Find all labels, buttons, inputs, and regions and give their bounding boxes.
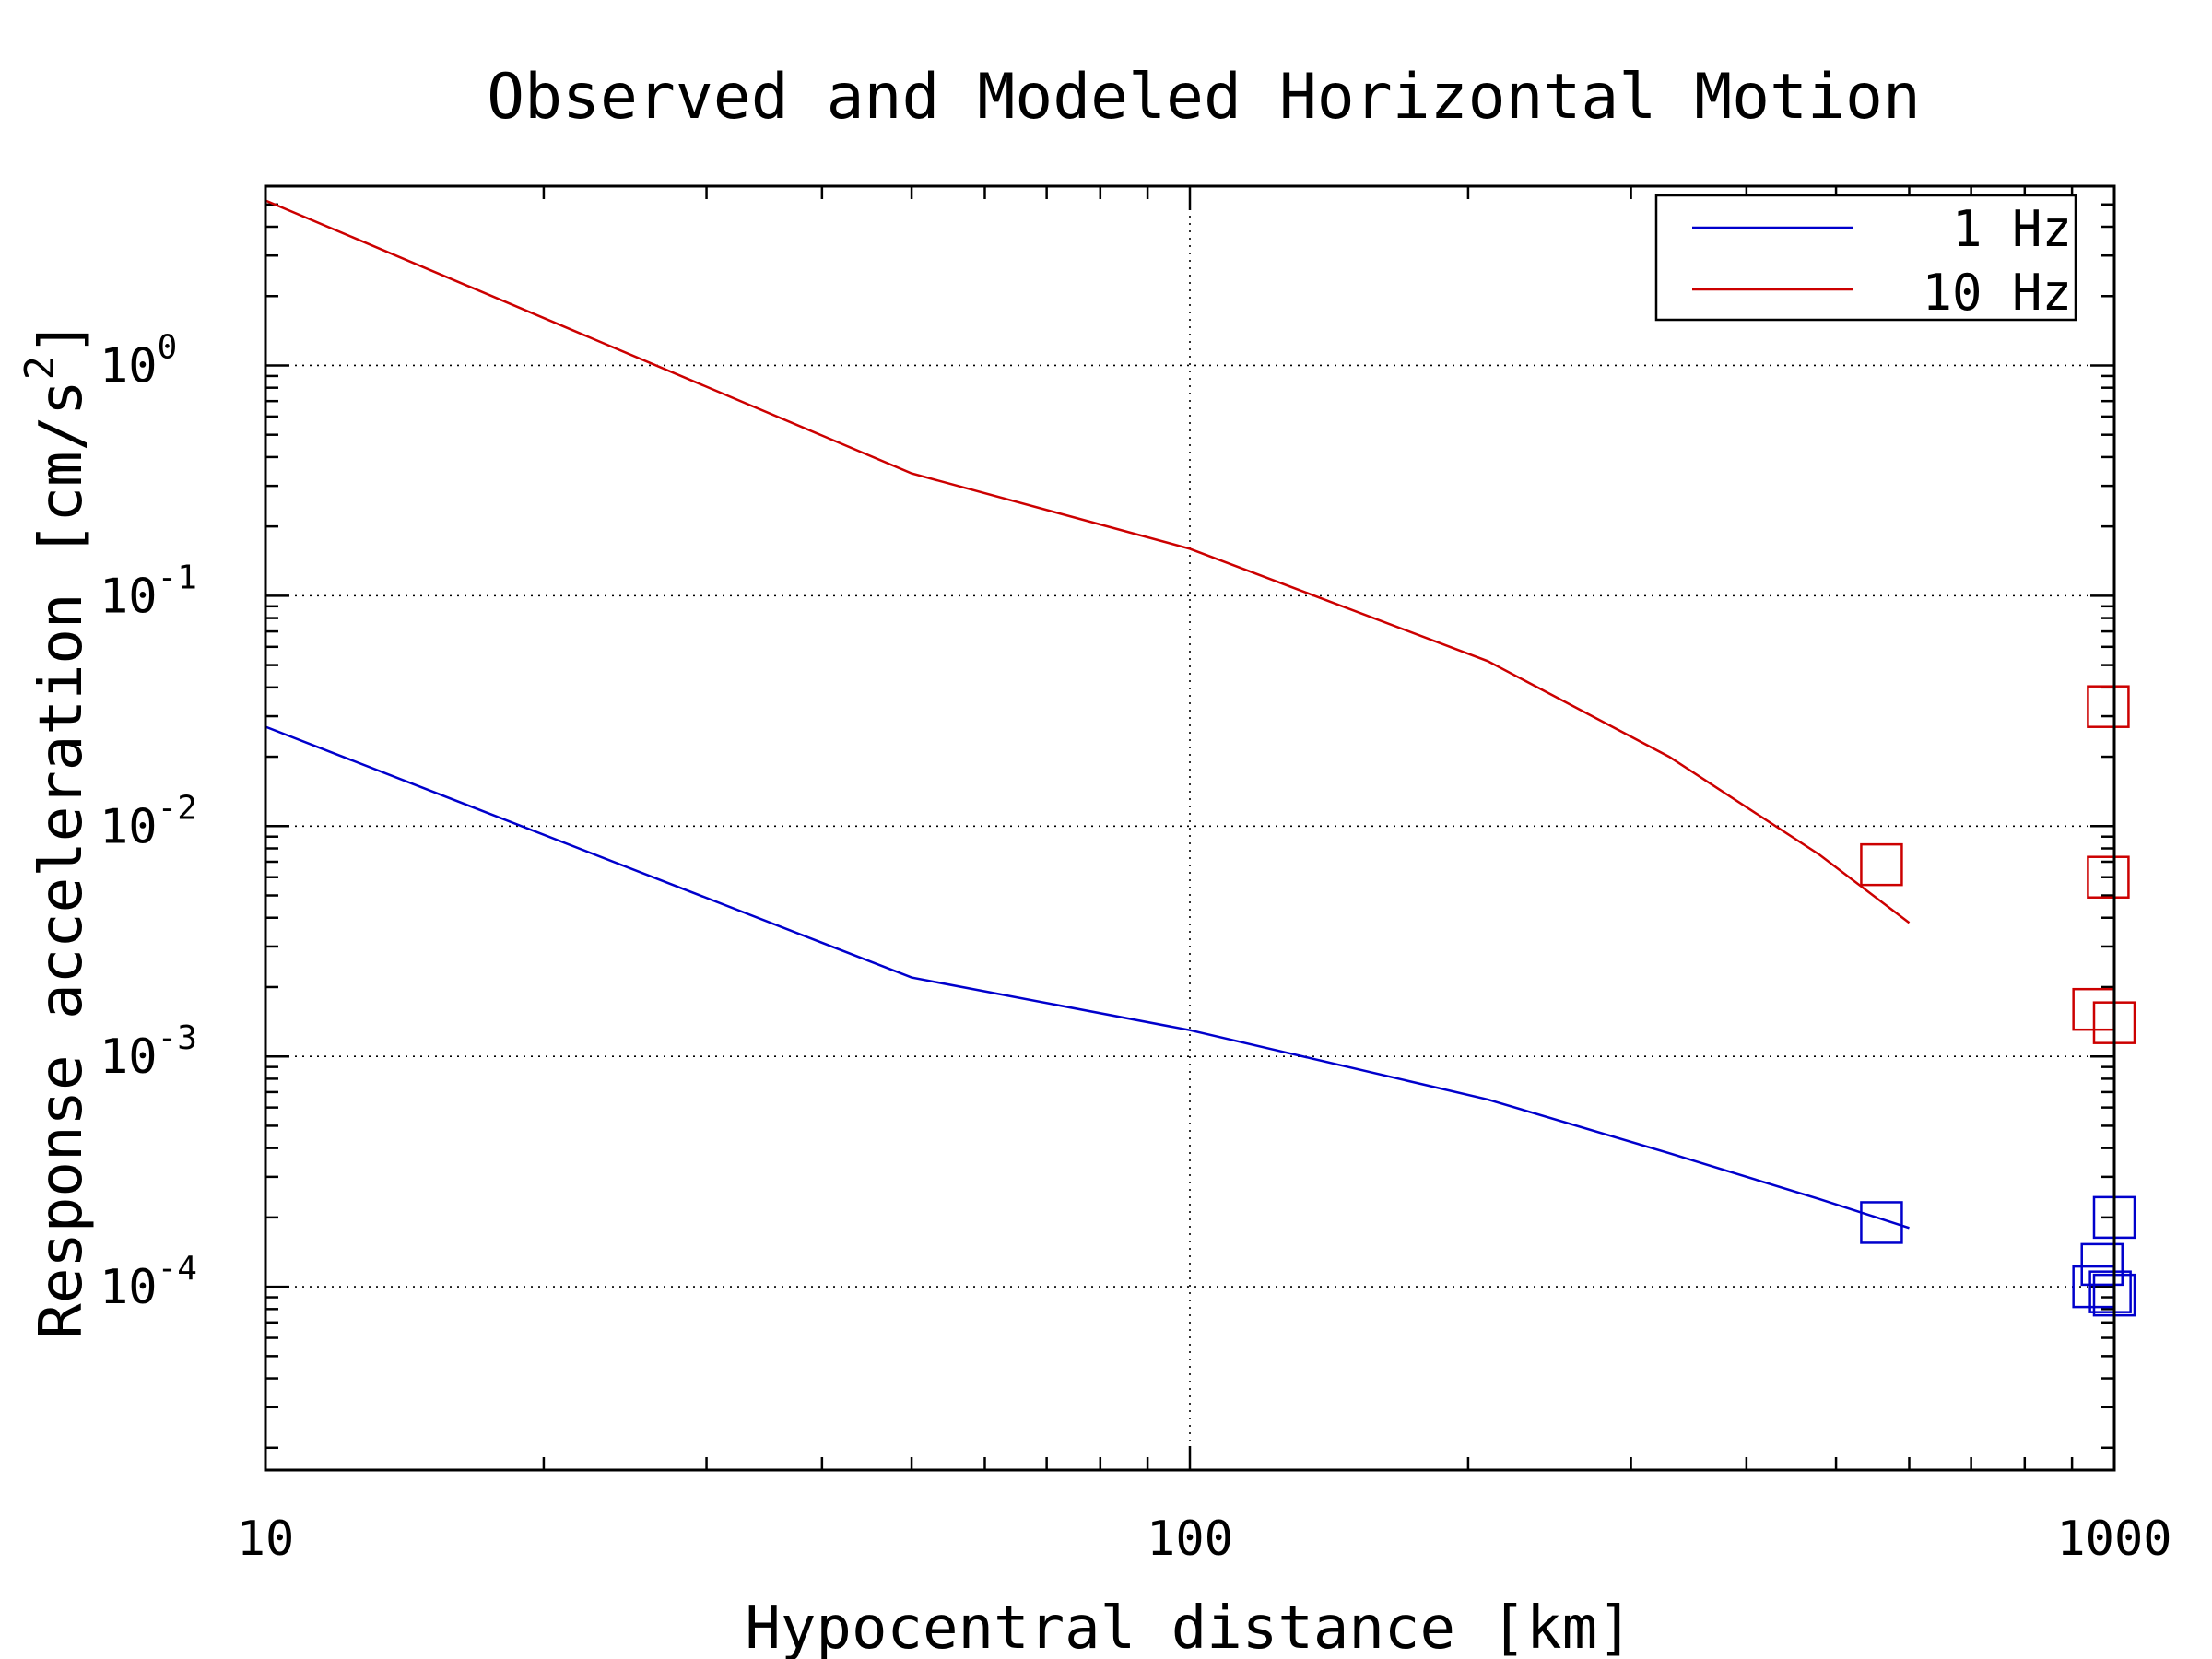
y-tick-label: 10-3 (100, 1019, 197, 1085)
legend-box (1654, 194, 2077, 322)
grid (265, 186, 2114, 1470)
y-tick-label: 100 (100, 328, 177, 394)
series-line-1hz (265, 725, 1910, 1230)
y-tick-base: 10 (100, 338, 158, 394)
x-tick-label: 1000 (2056, 1512, 2171, 1567)
y-axis-label-sup: 2 (17, 356, 64, 381)
legend: 1 Hz 10 Hz (1654, 194, 2077, 322)
observed-point-10hz (2087, 685, 2130, 728)
observed-point-10hz (2087, 855, 2130, 899)
y-tick-base: 10 (100, 569, 158, 624)
x-tick-label: 10 (237, 1512, 295, 1567)
x-tick-label: 100 (1147, 1512, 1233, 1567)
y-tick-exponent: -3 (158, 1019, 197, 1057)
observed-point-10hz (1860, 842, 1903, 887)
x-tick-labels: 10 100 1000 (237, 1512, 2172, 1567)
y-tick-exponent: -4 (158, 1250, 197, 1288)
y-axis-label-close: ] (28, 320, 96, 356)
series-layer (265, 199, 1911, 1230)
y-tick-base: 10 (100, 1030, 158, 1085)
observed-point-1hz (1860, 1201, 1903, 1244)
legend-label-10hz: 10 Hz (1922, 264, 2072, 322)
chart-title: Observed and Modeled Horizontal Motion (487, 61, 1921, 134)
y-tick-exponent: -1 (158, 559, 197, 596)
x-axis-label: Hypocentral distance [km] (745, 1594, 1632, 1659)
y-tick-label: 10-1 (100, 559, 197, 624)
y-tick-exponent: 0 (158, 328, 178, 366)
y-tick-label: 10-4 (100, 1250, 197, 1315)
y-axis-label-main: Response acceleration [cm/s (28, 380, 96, 1338)
series-line-10hz (265, 199, 1911, 924)
y-tick-base: 10 (100, 1260, 158, 1315)
y-tick-base: 10 (100, 799, 158, 854)
y-axis-label: Response acceleration [cm/s2] (17, 320, 96, 1338)
observed-point-1hz (2088, 1270, 2132, 1313)
legend-label-1hz: 1 Hz (1952, 200, 2072, 258)
observed-point-1hz (2080, 1242, 2124, 1287)
y-tick-exponent: -2 (158, 789, 197, 827)
plot-frame (264, 184, 2116, 1472)
y-tick-label: 10-2 (100, 789, 197, 854)
